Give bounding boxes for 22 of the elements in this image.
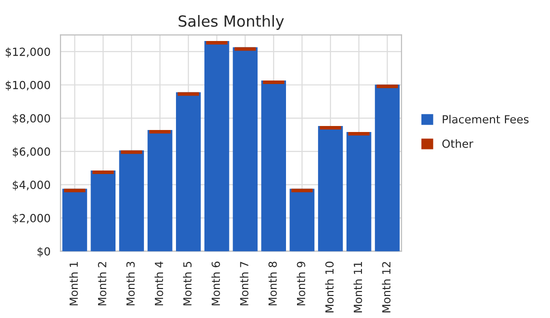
x-tick-label: Month 5 [183,262,192,306]
y-tick-label: $10,000 [6,80,50,91]
y-tick-label: $6,000 [12,147,50,158]
x-tick-label: Month 12 [382,262,391,312]
x-tick-label: Month 4 [154,262,164,306]
x-tick-label: Month 7 [240,262,248,306]
x-tick-label: Month 3 [126,262,135,306]
x-tick-label: Month 6 [211,262,220,306]
chart-title: Sales Monthly [178,15,284,30]
x-tick-label: Month 1 [69,262,78,306]
x-tick-label: Month 9 [296,262,306,306]
legend-label: Other [442,139,474,148]
legend-label: Placement Fees [442,114,529,124]
y-tick-label: $2,000 [12,214,50,224]
x-tick-label: Month 11 [354,262,362,312]
x-tick-label: Month 10 [325,262,334,312]
y-tick-label: $8,000 [12,114,50,124]
y-tick-label: $0 [38,247,50,258]
x-tick-label: Month 8 [268,262,277,306]
y-tick-label: $4,000 [12,180,50,191]
y-tick-label: $12,000 [6,47,50,58]
x-tick-label: Month 2 [98,262,106,306]
